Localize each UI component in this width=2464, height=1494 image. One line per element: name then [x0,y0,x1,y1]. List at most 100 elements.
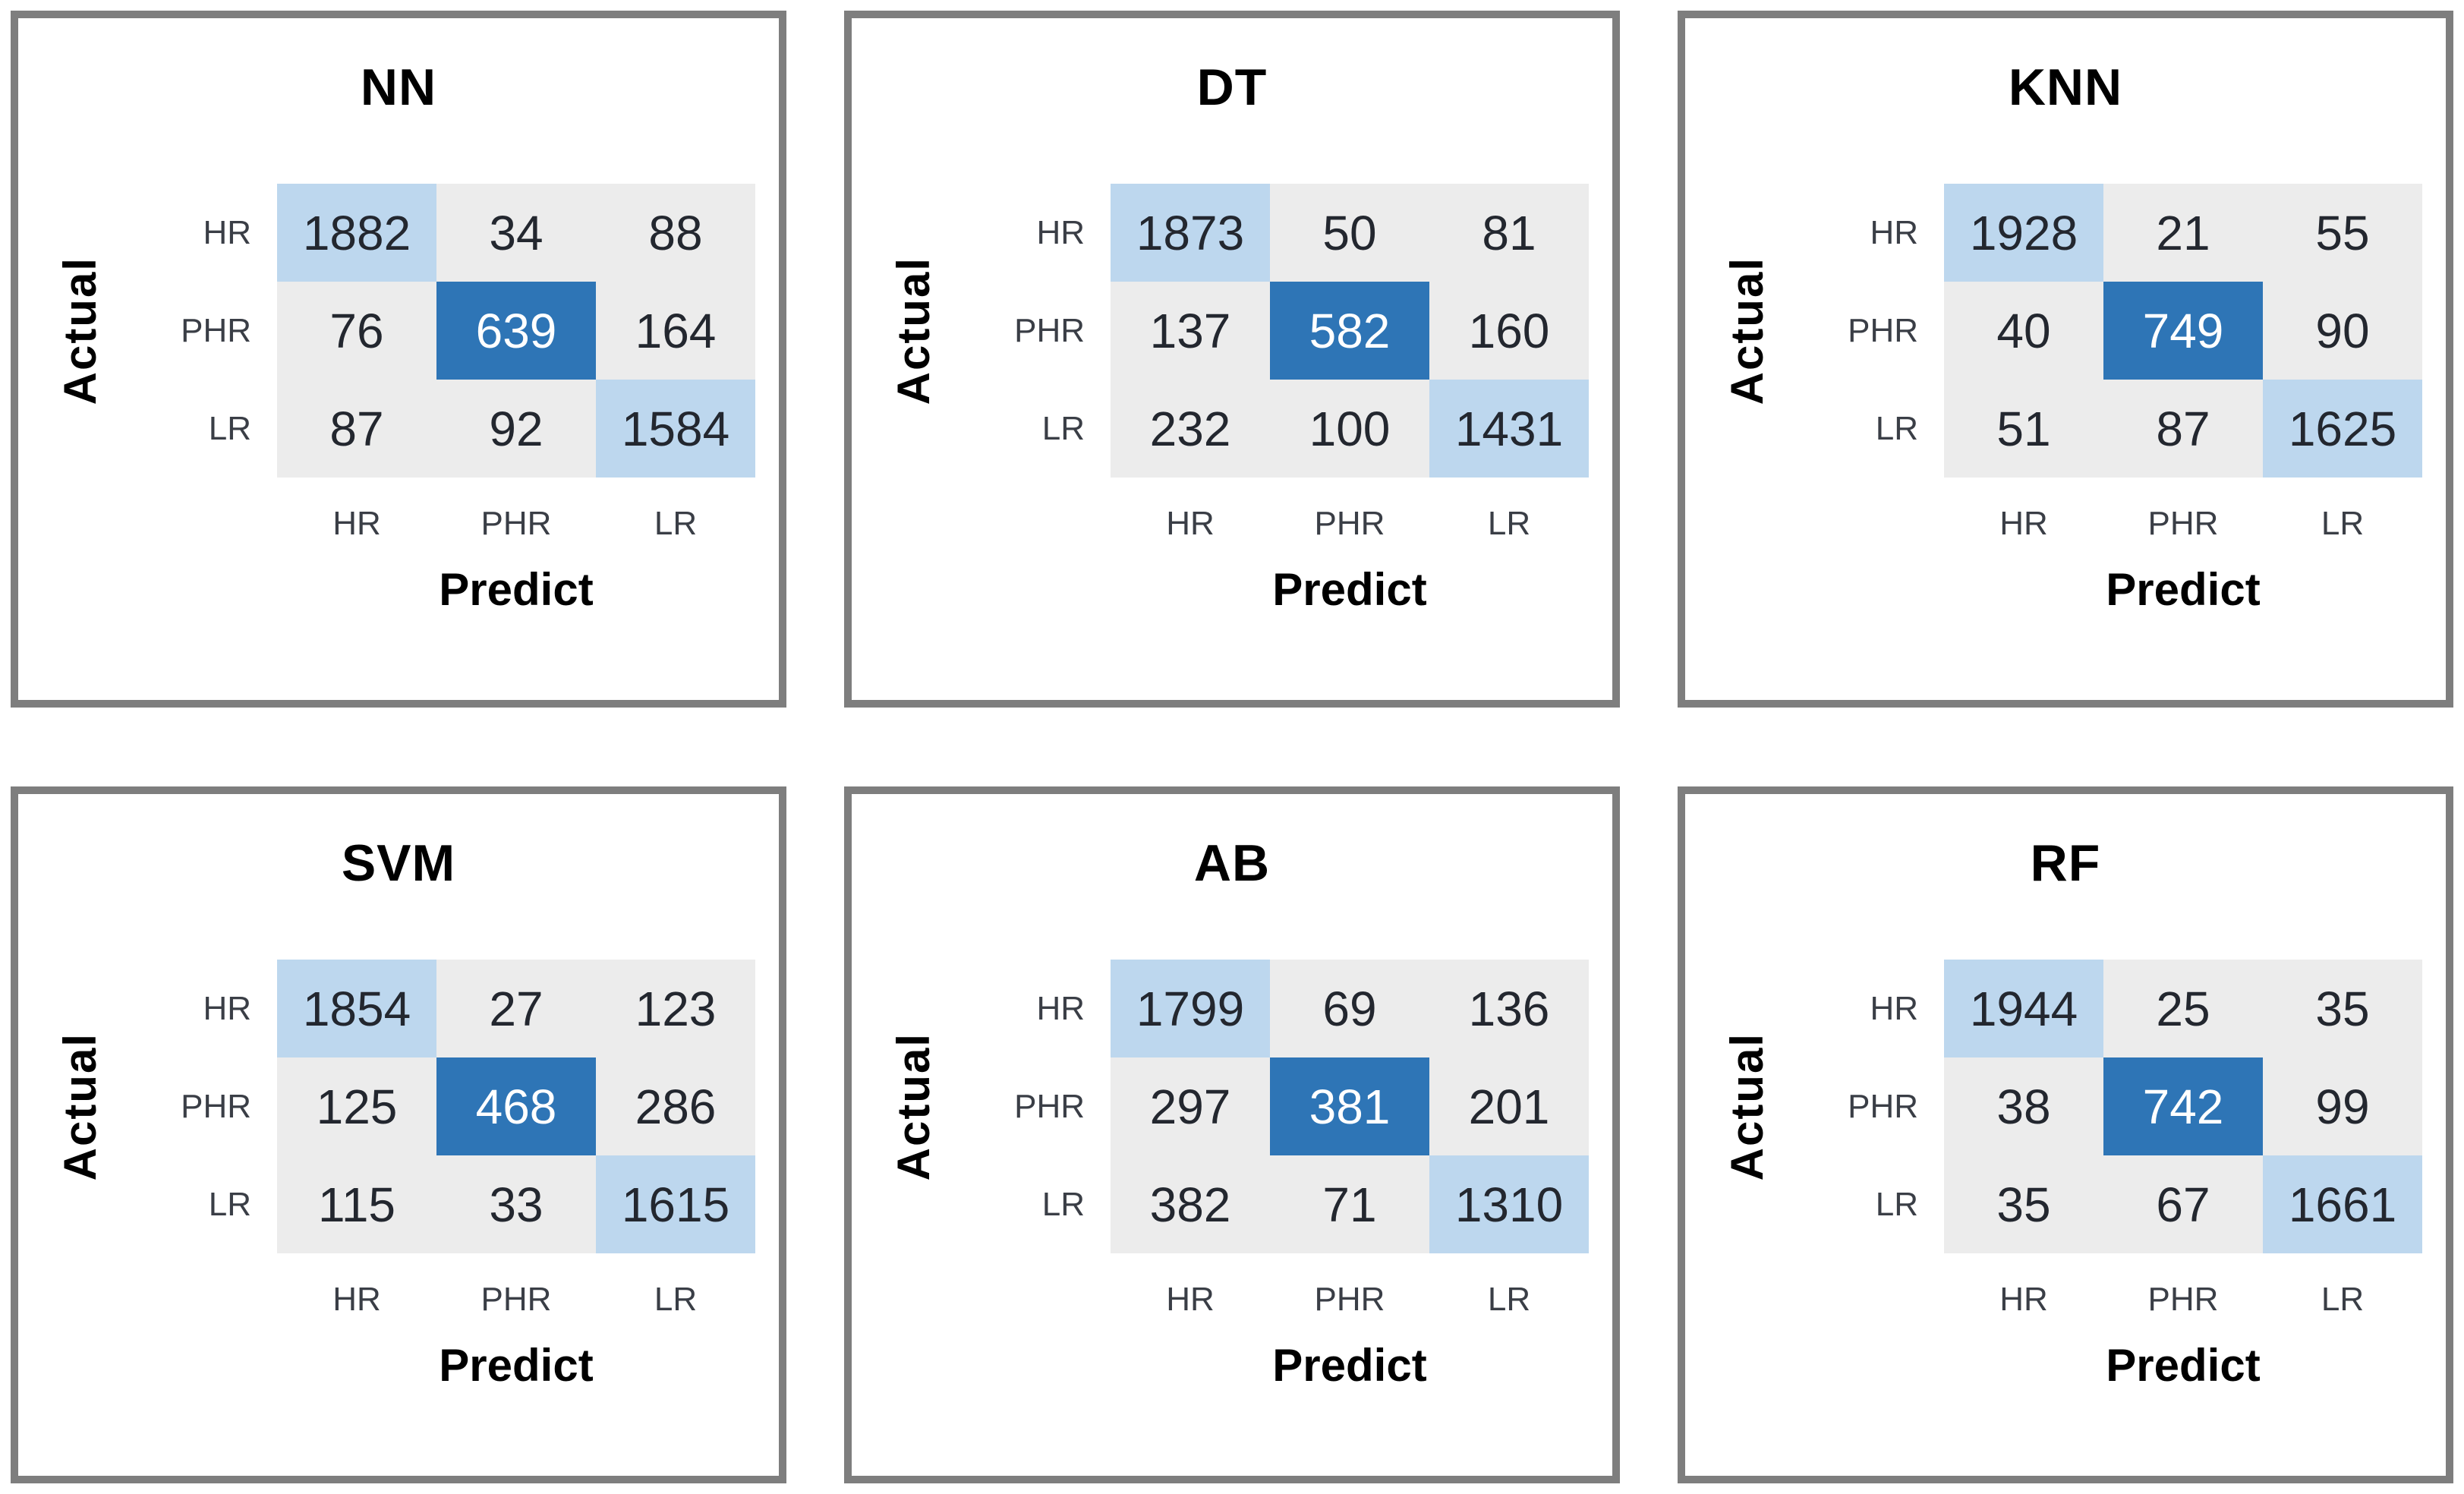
panel-knn: KNN Actual HR 1928 21 55 PHR 40 749 90 LR 51 87 162… [1678,11,2453,708]
x-axis-label: Predict [439,563,594,615]
matrix-cell: 100 [1270,380,1429,478]
row-label: PHR [1848,1087,1918,1125]
matrix-cell: 34 [436,184,596,282]
matrix-cell: 87 [2103,380,2263,478]
matrix-cell: 297 [1111,1057,1270,1155]
panel-title: NN [360,58,437,116]
row-label: PHR [1014,1087,1085,1125]
row-label: LR [1041,1185,1085,1223]
col-label: PHR [1314,505,1385,542]
matrix-cell: 50 [1270,184,1429,282]
matrix-cell: 99 [2263,1057,2422,1155]
spacer [118,1253,277,1323]
y-axis-label-text: Actual [54,1032,106,1181]
matrix-cell: 76 [277,282,436,380]
matrix-cell: 1661 [2263,1155,2422,1253]
matrix-cell: 1431 [1429,380,1589,478]
matrix-cell: 749 [2103,282,2263,380]
panel-dt: DT Actual HR 1873 50 81 PHR 137 582 160 LR 232 100… [844,11,1620,708]
col-label: PHR [1314,1281,1385,1318]
x-axis-label: Predict [2106,563,2261,615]
col-label: LR [2321,1281,2365,1318]
col-label: PHR [2147,505,2219,542]
col-label: HR [332,505,381,542]
matrix-cell: 123 [596,960,755,1057]
col-label: LR [654,505,698,542]
matrix-cell: 87 [277,380,436,478]
x-axis-label: Predict [2106,1339,2261,1391]
matrix-cell: 27 [436,960,596,1057]
matrix-cell: 232 [1111,380,1270,478]
matrix-cell: 136 [1429,960,1589,1057]
matrix-cell: 115 [277,1155,436,1253]
spacer [951,1253,1111,1323]
panel-ab: AB Actual HR 1799 69 136 PHR 297 381 201 LR 382 71… [844,786,1620,1483]
matrix-cell: 1873 [1111,184,1270,282]
row-label: LR [208,1185,251,1223]
x-axis-label: Predict [439,1339,594,1391]
matrix-cell: 742 [2103,1057,2263,1155]
matrix-cell: 381 [1270,1057,1429,1155]
x-axis-label: Predict [1272,1339,1427,1391]
matrix-cell: 201 [1429,1057,1589,1155]
matrix-block: Actual HR 1854 27 123 PHR 125 468 286 LR 115 33 161… [18,960,779,1407]
spacer [118,478,277,547]
matrix-cell: 71 [1270,1155,1429,1253]
matrix-cell: 582 [1270,282,1429,380]
matrix-rows: HR 1928 21 55 PHR 40 749 90 LR 51 87 1625 HR PHR LR Pre… [1785,184,2422,631]
panel-title: SVM [341,834,456,892]
matrix-cell: 1928 [1944,184,2103,282]
col-label: PHR [481,1281,552,1318]
row-label: LR [1875,409,1918,447]
matrix-cell: 639 [436,282,596,380]
matrix-cell: 90 [2263,282,2422,380]
y-axis-label-text: Actual [887,256,939,405]
matrix-cell: 35 [2263,960,2422,1057]
matrix-cell: 468 [436,1057,596,1155]
y-axis-label: Actual [1709,184,1785,478]
matrix-cell: 125 [277,1057,436,1155]
matrix-block: Actual HR 1882 34 88 PHR 76 639 164 LR 87 92 1584 HR… [18,184,779,631]
row-label: PHR [181,1087,251,1125]
y-axis-label-text: Actual [1721,1032,1772,1181]
matrix-cell: 88 [596,184,755,282]
matrix-cell: 51 [1944,380,2103,478]
row-label: HR [203,213,251,251]
col-label: HR [1166,505,1215,542]
matrix-cell: 1944 [1944,960,2103,1057]
matrix-rows: HR 1873 50 81 PHR 137 582 160 LR 232 100 1431 HR PHR L… [951,184,1589,631]
col-label: HR [1166,1281,1215,1318]
spacer [951,1323,1111,1407]
spacer [951,478,1111,547]
panel-nn: NN Actual HR 1882 34 88 PHR 76 639 164 LR 87 92 158… [11,11,786,708]
panel-rf: RF Actual HR 1944 25 35 PHR 38 742 99 LR 35 67 1661… [1678,786,2453,1483]
col-label: LR [1487,505,1531,542]
matrix-cell: 1854 [277,960,436,1057]
row-label: HR [1870,989,1918,1027]
y-axis-label: Actual [1709,960,1785,1253]
matrix-cell: 69 [1270,960,1429,1057]
y-axis-label: Actual [875,960,951,1253]
matrix-cell: 1310 [1429,1155,1589,1253]
matrix-rows: HR 1882 34 88 PHR 76 639 164 LR 87 92 1584 HR PHR LR Pr… [118,184,755,631]
y-axis-label-text: Actual [887,1032,939,1181]
panel-title: AB [1193,834,1271,892]
matrix-cell: 382 [1111,1155,1270,1253]
matrix-cell: 1584 [596,380,755,478]
row-label: PHR [1014,311,1085,349]
matrix-rows: HR 1854 27 123 PHR 125 468 286 LR 115 33 1615 HR PHR L… [118,960,755,1407]
row-label: HR [1036,989,1085,1027]
matrix-cell: 286 [596,1057,755,1155]
col-label: LR [1487,1281,1531,1318]
matrix-cell: 33 [436,1155,596,1253]
panel-svm: SVM Actual HR 1854 27 123 PHR 125 468 286 LR 115 3… [11,786,786,1483]
row-label: LR [1041,409,1085,447]
row-label: PHR [181,311,251,349]
matrix-cell: 38 [1944,1057,2103,1155]
col-label: HR [332,1281,381,1318]
y-axis-label-text: Actual [1721,256,1772,405]
matrix-cell: 21 [2103,184,2263,282]
spacer [118,1323,277,1407]
col-label: LR [654,1281,698,1318]
